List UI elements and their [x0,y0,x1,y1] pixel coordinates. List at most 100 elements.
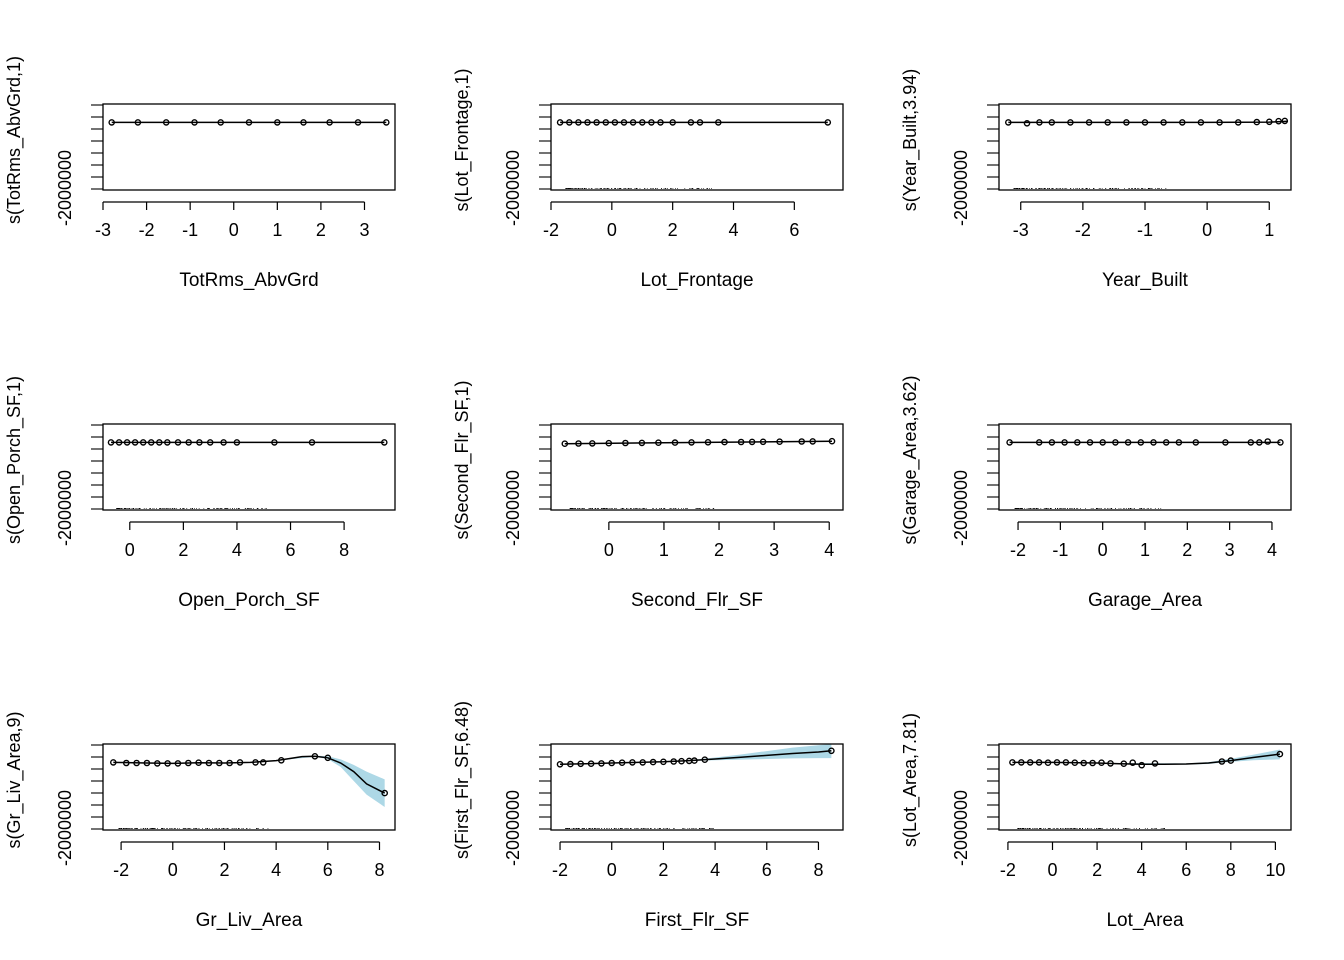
panel-second-flr-sf-data-point [737,438,745,446]
panel-garage-area-x-tick-label: 2 [1182,540,1192,560]
panel-totrms-abvgrd-x-tick-label: -3 [95,220,111,240]
panel-open-porch-sf-data-point [155,439,163,446]
panel-second-flr-sf-x-tick-label: 0 [604,540,614,560]
panel-totrms-abvgrd-data-point [191,119,198,126]
panel-first-flr-sf-x-tick-label: -2 [552,860,568,880]
panel-garage-area-data-point [1124,439,1132,446]
panel-lot-frontage-y-tick-label: -2000000 [503,150,523,226]
panel-year-built: -2000000 s(Year_Built,3.94) -3 -2 -1 0 1 Year_B… [900,69,1292,291]
panel-totrms-abvgrd-x-tick-label: 0 [229,220,239,240]
panel-lot-frontage-data-point [696,119,704,126]
panel-year-built-data-point [1104,119,1111,126]
panel-open-porch-sf-data-point [271,439,278,446]
panel-first-flr-sf-data-point [618,759,626,767]
panel-year-built-data-point [1036,119,1043,126]
panel-second-flr-sf-data-point [575,440,582,447]
panel-second-flr-sf-data-point [638,439,646,447]
panel-first-flr-sf-data-point [678,757,685,765]
panel-garage-area-data-point [1150,439,1157,446]
panel-garage-area-data-point [1162,439,1170,446]
panel-lot-area-data-point [1080,759,1087,767]
panel-second-flr-sf-points [561,437,836,448]
panel-first-flr-sf-x-axis-title: First_Flr_SF [645,910,750,931]
panel-garage-area-points [1006,438,1284,446]
panel-lot-area-x-tick-label: 0 [1047,860,1057,880]
panel-gr-liv-area-data-point [110,759,117,766]
panel-lot-frontage-x-tick-label: 6 [789,220,799,240]
panel-garage-area-data-point [1277,439,1284,446]
panel-garage-area-data-point [1264,438,1271,445]
panel-gr-liv-area-data-point [153,760,161,767]
panel-first-flr-sf-points [556,747,835,768]
panel-year-built-data-point [1216,119,1223,126]
panel-garage-area-y-axis: -2000000 [951,424,999,546]
panel-open-porch-sf-x-tick-label: 4 [232,540,242,560]
panel-first-flr-sf-rug [565,828,714,829]
panel-second-flr-sf-plot-frame [550,423,844,511]
panel-lot-frontage-data-point [657,119,664,126]
panel-year-built-rug [1013,188,1167,189]
panel-lot-area-x-tick-label: 4 [1137,860,1147,880]
panel-open-porch-sf-x-tick-label: 8 [339,540,349,560]
panel-lot-frontage-x-tick-label: 0 [607,220,617,240]
panel-totrms-abvgrd-data-point [134,119,142,126]
panel-first-flr-sf-data-point [691,757,698,764]
panel-garage-area-x-tick-label: 3 [1225,540,1235,560]
panel-first-flr-sf-data-point [587,760,595,768]
panel-totrms-abvgrd-x-tick-label: 3 [359,220,369,240]
panel-year-built-x-tick-label: -2 [1075,220,1091,240]
panel-second-flr-sf: -2000000 s(Second_Flr_SF,1) 0 1 2 3 4 Second_Fl… [452,380,844,611]
panel-year-built-data-point [1197,119,1205,126]
panel-garage-area-data-point [1112,439,1119,446]
panel-gr-liv-area-data-point [143,759,151,767]
panel-lot-frontage-data-point [620,119,628,126]
panel-second-flr-sf-data-point [605,439,613,447]
panel-second-flr-sf-data-point [828,437,836,445]
panel-gr-liv-area-data-point [184,759,192,767]
panel-garage-area-plot-frame [998,423,1292,511]
panel-open-porch-sf-data-point [147,439,155,446]
panel-garage-area-y-tick-label: -2000000 [951,470,971,546]
panel-gr-liv-area-x-tick-label: 4 [271,860,281,880]
panel-first-flr-sf-data-point [660,758,667,766]
panel-gr-liv-area-x-tick-label: 8 [374,860,384,880]
panel-year-built-x-tick-label: -1 [1137,220,1153,240]
panel-lot-frontage-x-axis-title: Lot_Frontage [640,270,753,291]
panel-totrms-abvgrd-data-point [326,119,333,126]
panel-year-built-data-point [1141,119,1149,126]
panel-gr-liv-area-smooth-curve [113,755,386,794]
panel-totrms-abvgrd-points [108,119,390,126]
panel-totrms-abvgrd-data-point [382,119,390,126]
panel-totrms-abvgrd-data-point [108,119,115,126]
panel-year-built-data-point [1275,117,1282,125]
panel-second-flr-sf-x-tick-label: 4 [824,540,834,560]
panel-year-built-data-point [1281,117,1289,125]
panel-gr-liv-area-data-point [381,789,389,797]
panel-second-flr-sf-data-point [809,438,817,445]
panel-gr-liv-area-data-point [252,759,259,766]
panel-open-porch-sf-data-point [380,439,388,446]
panel-gr-liv-area-data-point [164,760,171,767]
panel-lot-area-plot-frame [998,743,1292,831]
panel-totrms-abvgrd-data-point [273,119,281,126]
panel-lot-area-points [1009,750,1284,769]
panel-lot-area-data-point [1035,759,1043,766]
panel-gr-liv-area-x-tick-label: 6 [323,860,333,880]
panel-garage-area-data-point [1247,439,1255,446]
panel-lot-area-data-point [1129,759,1136,767]
panel-totrms-abvgrd-data-point [245,119,253,126]
panel-open-porch-sf-x-axis: 0 2 4 6 8 [125,521,349,560]
panel-totrms-abvgrd-x-tick-label: 2 [316,220,326,240]
panel-second-flr-sf-data-point [622,439,629,447]
panel-lot-area-data-point [1018,759,1025,766]
panel-gr-liv-area-data-point [324,754,332,762]
panel-totrms-abvgrd-plot-frame [102,103,396,191]
panel-first-flr-sf-data-point [567,760,574,768]
panel-garage-area-y-axis-title: s(Garage_Area,3.62) [900,375,921,544]
panel-lot-area-data-point [1009,759,1016,766]
panel-lot-frontage-data-point [687,119,695,126]
panel-gr-liv-area-data-point [123,759,130,767]
panel-lot-area-data-point [1227,757,1235,764]
panel-gr-liv-area-data-point [259,759,267,766]
panel-second-flr-sf-x-tick-label: 1 [659,540,669,560]
